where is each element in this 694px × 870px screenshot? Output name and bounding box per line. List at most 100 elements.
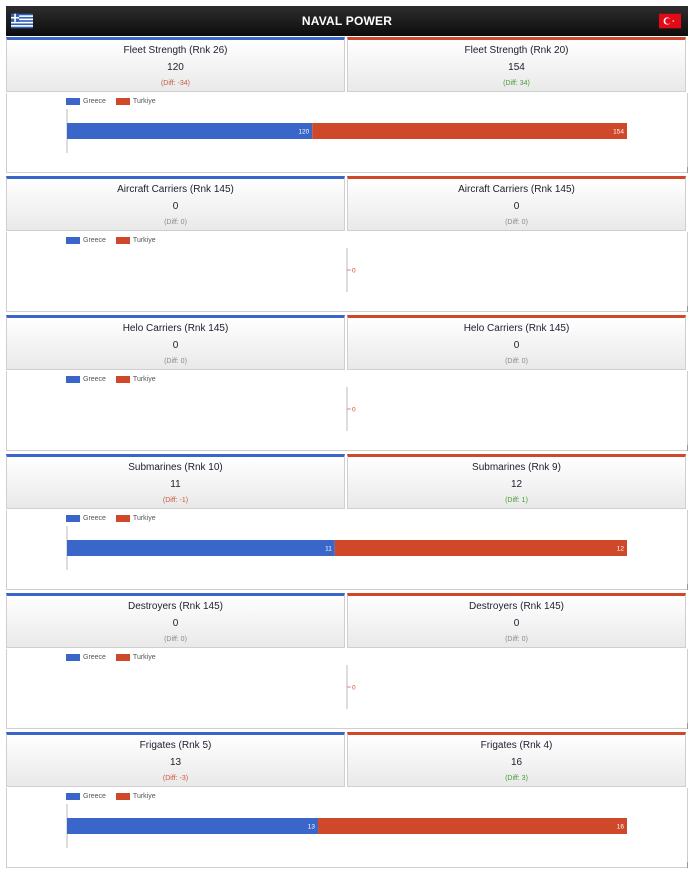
stat-value: 0 (513, 201, 520, 212)
legend-label-turkiye: Turkiye (132, 376, 156, 383)
stat-value: 120 (167, 62, 184, 73)
legend-swatch-turkiye (115, 793, 130, 800)
stat-value: 0 (172, 618, 179, 629)
legend-swatch-greece (66, 376, 80, 383)
stat-diff: (Diff: 0) (505, 636, 528, 643)
legend-item-turkiye[interactable]: Turkiye (115, 653, 156, 662)
chart-legend: Greece Turkiye (66, 236, 164, 246)
bar-chart: 0 Greece Turkiye (6, 232, 688, 312)
greece-stat-card: Frigates (Rnk 5) 13 (Diff: -3) (6, 732, 345, 787)
stat-label: Helo Carriers (Rnk 145) (122, 323, 229, 334)
legend-item-turkiye[interactable]: Turkiye (115, 792, 156, 801)
legend-item-turkiye[interactable]: Turkiye (115, 514, 156, 523)
turkiye-stat-card: Fleet Strength (Rnk 20) 154 (Diff: 34) (347, 37, 686, 92)
bar-turkiye[interactable] (334, 540, 627, 556)
stat-value: 16 (510, 757, 523, 768)
legend-swatch-greece (66, 654, 80, 661)
legend-label-greece: Greece (83, 237, 106, 244)
stat-label: Submarines (Rnk 10) (128, 462, 223, 473)
stat-value: 0 (513, 618, 520, 629)
legend-label-greece: Greece (83, 515, 106, 522)
stat-diff: (Diff: 0) (164, 219, 187, 226)
stat-label: Destroyers (Rnk 145) (127, 601, 224, 612)
stat-value: 0 (172, 201, 179, 212)
turkiye-flag-icon (659, 13, 681, 29)
page-title: NAVAL POWER (301, 14, 393, 28)
bar-label-zero: 0 (352, 407, 356, 414)
stat-row: Frigates (Rnk 5) 13 (Diff: -3) Frigates … (6, 732, 688, 787)
legend-item-greece[interactable]: Greece (66, 236, 106, 245)
legend-swatch-greece (66, 793, 80, 800)
stat-label: Submarines (Rnk 9) (472, 462, 561, 473)
bar-label-turkiye: 12 (617, 546, 625, 553)
legend-item-greece[interactable]: Greece (66, 792, 106, 801)
greece-stat-card: Aircraft Carriers (Rnk 145) 0 (Diff: 0) (6, 176, 345, 231)
stat-row: Submarines (Rnk 10) 11 (Diff: -1) Submar… (6, 454, 688, 509)
legend-swatch-turkiye (115, 376, 130, 383)
legend-item-greece[interactable]: Greece (66, 514, 106, 523)
bar-turkiye[interactable] (318, 818, 627, 834)
stat-value: 13 (169, 757, 182, 768)
turkiye-stat-card: Frigates (Rnk 4) 16 (Diff: 3) (347, 732, 686, 787)
turkiye-stat-card: Destroyers (Rnk 145) 0 (Diff: 0) (347, 593, 686, 648)
stat-label: Aircraft Carriers (Rnk 145) (117, 184, 234, 195)
bar-label-turkiye: 16 (617, 824, 625, 831)
legend-label-greece: Greece (83, 98, 106, 105)
stat-diff: (Diff: -34) (160, 80, 191, 87)
bar-greece[interactable] (67, 540, 335, 556)
bar-chart-svg: 120 154 (66, 109, 627, 153)
legend-item-turkiye[interactable]: Turkiye (115, 236, 156, 245)
legend-item-greece[interactable]: Greece (66, 375, 106, 384)
legend-label-greece: Greece (83, 654, 106, 661)
bar-chart: 13 16 Greece Turkiye (6, 788, 688, 868)
stat-value: 12 (510, 479, 523, 490)
stat-value: 0 (172, 340, 179, 351)
bar-greece[interactable] (67, 123, 313, 139)
stat-row: Aircraft Carriers (Rnk 145) 0 (Diff: 0) … (6, 176, 688, 231)
legend-item-turkiye[interactable]: Turkiye (115, 375, 156, 384)
stat-label: Fleet Strength (Rnk 26) (123, 45, 228, 56)
chart-legend: Greece Turkiye (66, 653, 164, 663)
chart-legend: Greece Turkiye (66, 514, 164, 524)
bar-turkiye[interactable] (312, 123, 627, 139)
legend-item-greece[interactable]: Greece (66, 97, 106, 106)
greece-stat-card: Helo Carriers (Rnk 145) 0 (Diff: 0) (6, 315, 345, 370)
bar-greece[interactable] (67, 818, 319, 834)
legend-item-greece[interactable]: Greece (66, 653, 106, 662)
bar-chart-svg: 13 16 (66, 804, 627, 848)
bar-chart: 0 Greece Turkiye (6, 371, 688, 451)
bar-chart: 0 Greece Turkiye (6, 649, 688, 729)
greece-stat-card: Submarines (Rnk 10) 11 (Diff: -1) (6, 454, 345, 509)
bar-chart-svg: 0 (346, 665, 356, 709)
stat-row: Helo Carriers (Rnk 145) 0 (Diff: 0) Helo… (6, 315, 688, 370)
legend-label-greece: Greece (83, 376, 106, 383)
stat-row: Fleet Strength (Rnk 26) 120 (Diff: -34) … (6, 37, 688, 92)
stat-value: 0 (513, 340, 520, 351)
legend-label-turkiye: Turkiye (132, 98, 156, 105)
legend-item-turkiye[interactable]: Turkiye (115, 97, 156, 106)
legend-label-turkiye: Turkiye (132, 515, 156, 522)
stat-diff: (Diff: 3) (505, 775, 528, 782)
stat-diff: (Diff: -3) (162, 775, 189, 782)
chart-legend: Greece Turkiye (66, 375, 164, 385)
stat-diff: (Diff: 0) (164, 358, 187, 365)
legend-swatch-turkiye (115, 654, 130, 661)
stat-label: Destroyers (Rnk 145) (468, 601, 565, 612)
legend-swatch-greece (66, 237, 80, 244)
legend-swatch-turkiye (115, 98, 130, 105)
greece-flag-icon (11, 13, 33, 29)
stat-value: 154 (508, 62, 525, 73)
turkiye-stat-card: Submarines (Rnk 9) 12 (Diff: 1) (347, 454, 686, 509)
bar-label-greece: 120 (298, 129, 309, 136)
stat-diff: (Diff: 0) (505, 358, 528, 365)
bar-chart-svg: 11 12 (66, 526, 627, 570)
bar-label-zero: 0 (352, 268, 356, 275)
legend-swatch-greece (66, 98, 80, 105)
greece-stat-card: Fleet Strength (Rnk 26) 120 (Diff: -34) (6, 37, 345, 92)
turkiye-stat-card: Helo Carriers (Rnk 145) 0 (Diff: 0) (347, 315, 686, 370)
stat-diff: (Diff: 1) (505, 497, 528, 504)
legend-swatch-greece (66, 515, 80, 522)
stat-row: Destroyers (Rnk 145) 0 (Diff: 0) Destroy… (6, 593, 688, 648)
stat-value: 11 (170, 479, 181, 490)
stat-label: Aircraft Carriers (Rnk 145) (458, 184, 575, 195)
